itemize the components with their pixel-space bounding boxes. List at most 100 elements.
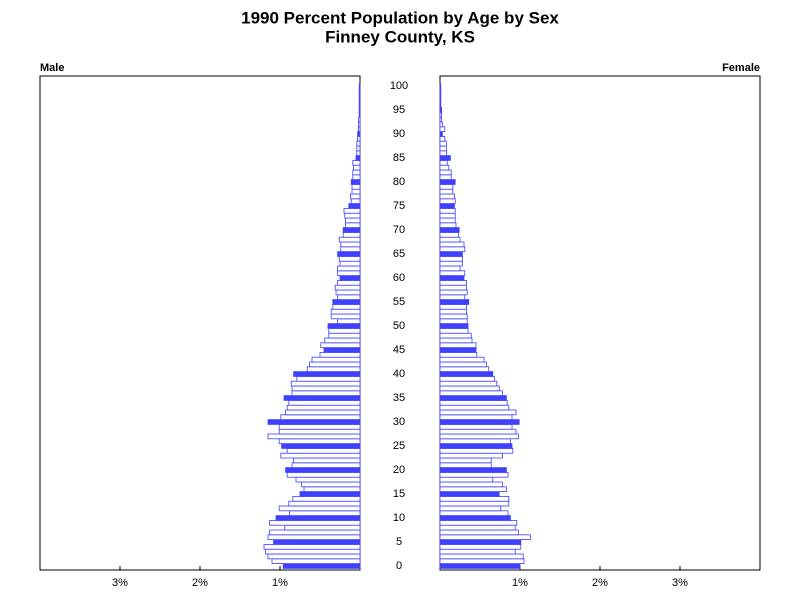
bar xyxy=(439,116,443,123)
bar xyxy=(280,414,361,420)
bar xyxy=(439,193,455,200)
bar xyxy=(439,236,461,243)
bar xyxy=(332,299,361,305)
bar xyxy=(328,327,361,334)
bar xyxy=(439,337,473,344)
bar xyxy=(439,207,456,214)
bar xyxy=(439,246,466,253)
bar xyxy=(439,145,447,152)
bar xyxy=(439,524,516,531)
bar xyxy=(439,265,461,272)
bar xyxy=(269,520,361,526)
age-label: 85 xyxy=(393,152,405,164)
bar xyxy=(296,375,361,382)
bar xyxy=(337,251,361,257)
bar xyxy=(439,452,503,459)
bar xyxy=(439,380,498,387)
bar xyxy=(439,135,446,142)
bar xyxy=(439,279,467,286)
bar xyxy=(337,318,361,324)
bar xyxy=(439,241,465,248)
age-label: 40 xyxy=(393,368,405,380)
bar xyxy=(439,495,510,502)
bar xyxy=(293,371,361,377)
bar xyxy=(439,251,463,257)
bar xyxy=(338,236,361,243)
bar xyxy=(267,419,361,425)
bar xyxy=(278,423,361,430)
age-label: 60 xyxy=(393,272,405,284)
bar xyxy=(306,366,361,372)
bar xyxy=(439,563,521,569)
bar xyxy=(291,385,361,392)
bar xyxy=(352,169,361,176)
bar xyxy=(290,380,361,387)
bar xyxy=(343,207,361,214)
bar xyxy=(327,323,361,329)
bar xyxy=(439,548,516,555)
bar xyxy=(439,303,467,310)
bar xyxy=(275,515,361,521)
bar xyxy=(439,342,477,348)
bar xyxy=(338,255,361,262)
bar xyxy=(265,548,361,555)
bar xyxy=(352,174,361,181)
bar xyxy=(439,231,459,238)
bar xyxy=(439,107,443,113)
bar xyxy=(439,140,447,147)
bar xyxy=(356,150,361,157)
bar xyxy=(281,443,361,449)
bar xyxy=(309,361,361,368)
bar xyxy=(439,467,507,473)
age-label: 20 xyxy=(393,464,405,476)
bar xyxy=(439,443,513,449)
age-label: 95 xyxy=(393,104,405,116)
bar xyxy=(358,83,361,89)
bar xyxy=(439,558,525,564)
bar xyxy=(282,563,361,569)
age-label: 80 xyxy=(393,176,405,188)
bar xyxy=(345,222,361,229)
bar xyxy=(267,553,361,560)
age-label: 55 xyxy=(393,296,405,308)
x-tick-label: 2% xyxy=(592,577,608,589)
bar xyxy=(439,361,487,368)
age-label: 100 xyxy=(390,80,408,92)
bar xyxy=(439,327,469,334)
bar xyxy=(439,83,442,89)
bar xyxy=(439,203,455,209)
bar xyxy=(278,428,361,435)
bar xyxy=(439,534,531,540)
age-label: 70 xyxy=(393,224,405,236)
bar xyxy=(439,356,485,363)
bar xyxy=(439,510,509,516)
bar xyxy=(323,347,361,353)
age-label: 0 xyxy=(396,560,402,572)
bar xyxy=(439,198,456,205)
bar xyxy=(439,404,510,411)
bar xyxy=(439,385,500,392)
age-label: 35 xyxy=(393,392,405,404)
bar xyxy=(439,112,443,118)
panel-label: Male xyxy=(40,62,64,74)
bar xyxy=(439,515,511,521)
bar xyxy=(439,179,456,185)
bar xyxy=(342,231,361,238)
bar xyxy=(439,347,477,353)
bar xyxy=(348,203,361,209)
bar xyxy=(267,534,361,540)
bar xyxy=(439,520,518,526)
bar xyxy=(350,179,361,185)
bar xyxy=(439,227,460,233)
age-label: 10 xyxy=(393,512,405,524)
bar xyxy=(439,471,509,478)
bar xyxy=(439,318,468,324)
bar xyxy=(319,351,361,358)
bar xyxy=(358,92,361,99)
age-label: 45 xyxy=(393,344,405,356)
bar xyxy=(439,131,443,137)
bar xyxy=(344,212,361,219)
bar xyxy=(358,107,361,113)
bar xyxy=(357,131,361,137)
